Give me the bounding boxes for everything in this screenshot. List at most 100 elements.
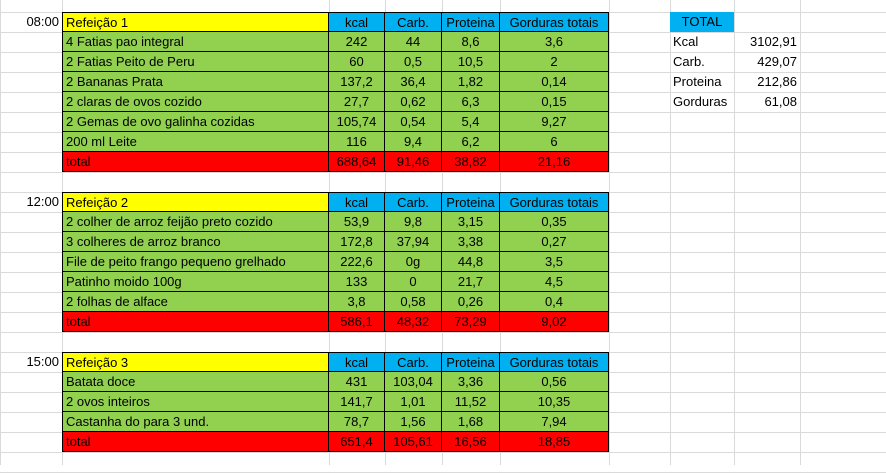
- summary-label[interactable]: Proteina: [673, 74, 722, 89]
- nutrient-value-cell[interactable]: 3,8: [329, 292, 385, 312]
- food-name-cell[interactable]: 2 folhas de alface: [62, 292, 329, 312]
- total-label-cell[interactable]: total: [62, 312, 329, 332]
- nutrient-value-cell[interactable]: 36,4: [385, 72, 442, 92]
- column-header[interactable]: Carb.: [385, 352, 442, 372]
- nutrient-value-cell[interactable]: 60: [329, 52, 385, 72]
- total-value-cell[interactable]: 586,1: [329, 312, 385, 332]
- nutrient-value-cell[interactable]: 6,3: [442, 92, 500, 112]
- nutrient-value-cell[interactable]: 1,01: [385, 392, 442, 412]
- nutrient-value-cell[interactable]: 0,14: [500, 72, 609, 92]
- nutrient-value-cell[interactable]: 9,27: [500, 112, 609, 132]
- nutrient-value-cell[interactable]: 9,4: [385, 132, 442, 152]
- total-value-cell[interactable]: 16,56: [442, 432, 500, 452]
- food-name-cell[interactable]: 2 Fatias Peito de Peru: [62, 52, 329, 72]
- total-value-cell[interactable]: 91,46: [385, 152, 442, 172]
- nutrient-value-cell[interactable]: 0,15: [500, 92, 609, 112]
- nutrient-value-cell[interactable]: 103,04: [385, 372, 442, 392]
- total-value-cell[interactable]: 73,29: [442, 312, 500, 332]
- nutrient-value-cell[interactable]: 0: [385, 272, 442, 292]
- nutrient-value-cell[interactable]: 3,38: [442, 232, 500, 252]
- nutrient-value-cell[interactable]: 8,6: [442, 32, 500, 52]
- nutrient-value-cell[interactable]: 1,68: [442, 412, 500, 432]
- food-name-cell[interactable]: 200 ml Leite: [62, 132, 329, 152]
- nutrient-value-cell[interactable]: 3,36: [442, 372, 500, 392]
- nutrient-value-cell[interactable]: 6: [500, 132, 609, 152]
- column-header[interactable]: Proteina: [442, 12, 500, 32]
- nutrient-value-cell[interactable]: 0,54: [385, 112, 442, 132]
- summary-value[interactable]: 212,86: [757, 74, 797, 89]
- nutrient-value-cell[interactable]: 222,6: [329, 252, 385, 272]
- column-header[interactable]: Carb.: [385, 192, 442, 212]
- nutrient-value-cell[interactable]: 44,8: [442, 252, 500, 272]
- nutrient-value-cell[interactable]: 105,74: [329, 112, 385, 132]
- total-value-cell[interactable]: 651,4: [329, 432, 385, 452]
- summary-title[interactable]: TOTAL: [670, 12, 734, 32]
- food-name-cell[interactable]: 2 colher de arroz feijão preto cozido: [62, 212, 329, 232]
- meal-title[interactable]: Refeição 1: [62, 12, 329, 32]
- food-name-cell[interactable]: Batata doce: [62, 372, 329, 392]
- food-name-cell[interactable]: File de peito frango pequeno grelhado: [62, 252, 329, 272]
- nutrient-value-cell[interactable]: 116: [329, 132, 385, 152]
- nutrient-value-cell[interactable]: 6,2: [442, 132, 500, 152]
- nutrient-value-cell[interactable]: 21,7: [442, 272, 500, 292]
- total-value-cell[interactable]: 38,82: [442, 152, 500, 172]
- food-name-cell[interactable]: 2 Bananas Prata: [62, 72, 329, 92]
- total-value-cell[interactable]: 9,02: [500, 312, 609, 332]
- column-header[interactable]: Gorduras totais: [500, 12, 609, 32]
- nutrient-value-cell[interactable]: 27,7: [329, 92, 385, 112]
- nutrient-value-cell[interactable]: 0,27: [500, 232, 609, 252]
- nutrient-value-cell[interactable]: 7,94: [500, 412, 609, 432]
- nutrient-value-cell[interactable]: 10,35: [500, 392, 609, 412]
- nutrient-value-cell[interactable]: 0,35: [500, 212, 609, 232]
- nutrient-value-cell[interactable]: 0g: [385, 252, 442, 272]
- summary-value[interactable]: 3102,91: [750, 34, 797, 49]
- nutrient-value-cell[interactable]: 0,58: [385, 292, 442, 312]
- nutrient-value-cell[interactable]: 44: [385, 32, 442, 52]
- column-header[interactable]: Gorduras totais: [500, 352, 609, 372]
- nutrient-value-cell[interactable]: 0,56: [500, 372, 609, 392]
- nutrient-value-cell[interactable]: 133: [329, 272, 385, 292]
- column-header[interactable]: Proteina: [442, 192, 500, 212]
- nutrient-value-cell[interactable]: 431: [329, 372, 385, 392]
- column-header[interactable]: kcal: [329, 12, 385, 32]
- food-name-cell[interactable]: 3 colheres de arroz branco: [62, 232, 329, 252]
- nutrient-value-cell[interactable]: 9,8: [385, 212, 442, 232]
- nutrient-value-cell[interactable]: 242: [329, 32, 385, 52]
- summary-value[interactable]: 429,07: [757, 54, 797, 69]
- meal-title[interactable]: Refeição 3: [62, 352, 329, 372]
- total-value-cell[interactable]: 688,64: [329, 152, 385, 172]
- nutrient-value-cell[interactable]: 10,5: [442, 52, 500, 72]
- nutrient-value-cell[interactable]: 0,62: [385, 92, 442, 112]
- nutrient-value-cell[interactable]: 0,26: [442, 292, 500, 312]
- column-header[interactable]: kcal: [329, 352, 385, 372]
- nutrient-value-cell[interactable]: 0,5: [385, 52, 442, 72]
- summary-label[interactable]: Kcal: [673, 34, 699, 49]
- nutrient-value-cell[interactable]: 1,56: [385, 412, 442, 432]
- food-name-cell[interactable]: 2 claras de ovos cozido: [62, 92, 329, 112]
- food-name-cell[interactable]: Castanha do para 3 und.: [62, 412, 329, 432]
- column-header[interactable]: kcal: [329, 192, 385, 212]
- total-value-cell[interactable]: 21,16: [500, 152, 609, 172]
- food-name-cell[interactable]: 4 Fatias pao integral: [62, 32, 329, 52]
- food-name-cell[interactable]: 2 Gemas de ovo galinha cozidas: [62, 112, 329, 132]
- meal-time[interactable]: 12:00: [26, 194, 59, 209]
- meal-time[interactable]: 15:00: [26, 354, 59, 369]
- summary-value[interactable]: 61,08: [764, 94, 797, 109]
- column-header[interactable]: Carb.: [385, 12, 442, 32]
- total-value-cell[interactable]: 48,32: [385, 312, 442, 332]
- summary-label[interactable]: Carb.: [673, 54, 705, 69]
- nutrient-value-cell[interactable]: 11,52: [442, 392, 500, 412]
- nutrient-value-cell[interactable]: 53,9: [329, 212, 385, 232]
- nutrient-value-cell[interactable]: 3,6: [500, 32, 609, 52]
- total-label-cell[interactable]: total: [62, 432, 329, 452]
- nutrient-value-cell[interactable]: 0,4: [500, 292, 609, 312]
- food-name-cell[interactable]: 2 ovos inteiros: [62, 392, 329, 412]
- nutrient-value-cell[interactable]: 78,7: [329, 412, 385, 432]
- food-name-cell[interactable]: Patinho moido 100g: [62, 272, 329, 292]
- total-value-cell[interactable]: 18,85: [500, 432, 609, 452]
- nutrient-value-cell[interactable]: 3,15: [442, 212, 500, 232]
- nutrient-value-cell[interactable]: 141,7: [329, 392, 385, 412]
- column-header[interactable]: Proteina: [442, 352, 500, 372]
- nutrient-value-cell[interactable]: 172,8: [329, 232, 385, 252]
